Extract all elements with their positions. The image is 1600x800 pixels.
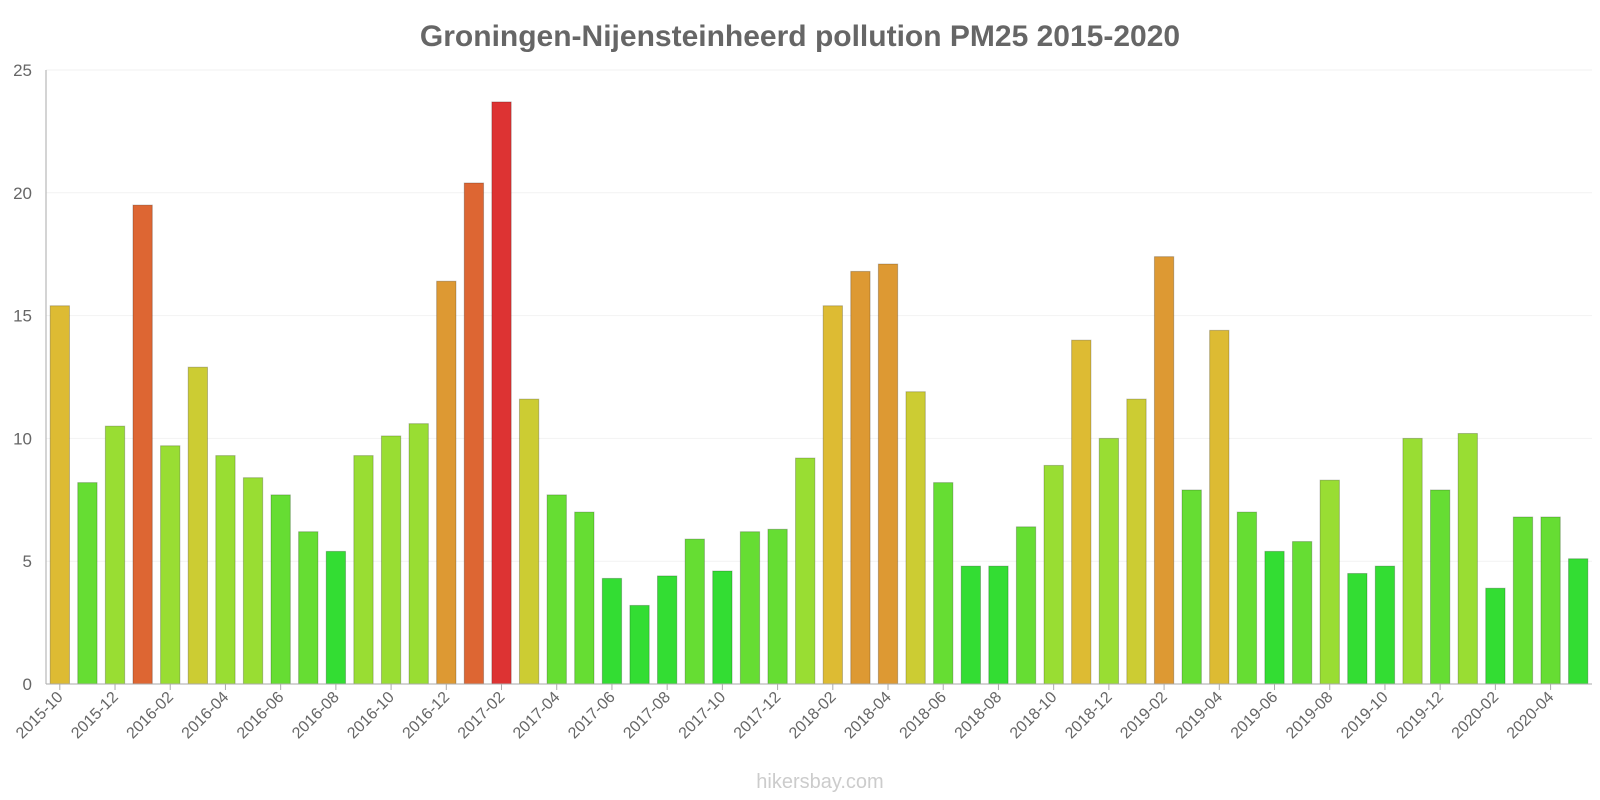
bar-2016-07 (298, 531, 319, 685)
bar-2015-12 (104, 425, 126, 685)
x-tick-label-2019-04: 2019-04 (1173, 689, 1227, 743)
bar-2015-11 (77, 482, 98, 685)
x-tick-labels: 2015-10 2015-12 2016-02 2016-04 2016-06 2016-… (13, 689, 1557, 743)
x-tick-label-2019-06: 2019-06 (1228, 689, 1282, 743)
bar-2018-03 (850, 270, 871, 685)
x-tick-label-2018-02: 2018-02 (786, 689, 840, 743)
x-tick-label-2018-12: 2018-12 (1062, 689, 1116, 743)
bar-2016-11 (408, 423, 429, 685)
bar-2017-09 (684, 538, 705, 685)
x-tick-label-2019-08: 2019-08 (1283, 689, 1337, 743)
x-tick-label-2018-06: 2018-06 (897, 689, 951, 743)
x-tick-label-2017-06: 2017-06 (565, 689, 619, 743)
bar-2020-01 (1457, 432, 1478, 685)
x-tick-label-2015-10: 2015-10 (13, 689, 67, 743)
bar-2017-03 (518, 398, 540, 685)
bar-2019-03 (1181, 489, 1202, 685)
x-tick-label-2017-02: 2017-02 (455, 689, 509, 743)
bar-2017-06 (601, 577, 623, 685)
source-credit: hikersbay.com (756, 771, 883, 793)
bar-2017-02 (491, 101, 512, 685)
x-tick-label-2016-12: 2016-12 (400, 689, 454, 743)
bar-2019-05 (1236, 511, 1258, 685)
bar-2020-05 (1568, 558, 1589, 685)
bar-2020-04 (1540, 516, 1561, 685)
bar-2019-07 (1291, 541, 1313, 685)
bar-2019-02 (1153, 256, 1175, 685)
bar-2016-04 (215, 455, 236, 685)
x-tick-label-2020-02: 2020-02 (1449, 689, 1503, 743)
bar-2017-05 (574, 511, 595, 685)
y-tick-label-20: 20 (13, 184, 32, 203)
x-tick-label-2017-12: 2017-12 (731, 689, 785, 743)
bar-2018-12 (1098, 437, 1120, 685)
bar-2019-04 (1209, 329, 1230, 685)
bar-2017-08 (656, 575, 678, 685)
x-tick-label-2017-10: 2017-10 (676, 689, 730, 743)
chart-title: Groningen-Nijensteinheerd pollution PM25… (420, 20, 1180, 53)
bar-2019-12 (1429, 489, 1451, 685)
y-tick-label-0: 0 (23, 675, 32, 694)
bar-2019-08 (1319, 479, 1340, 685)
bar-2019-01 (1126, 398, 1147, 685)
x-tick-label-2020-04: 2020-04 (1504, 689, 1558, 743)
bar-2018-08 (988, 565, 1009, 685)
bar-2019-10 (1374, 565, 1396, 685)
bar-2016-05 (242, 477, 264, 685)
bar-2016-01 (132, 204, 153, 685)
bar-2019-06 (1264, 550, 1285, 685)
x-tick-label-2016-04: 2016-04 (179, 689, 233, 743)
x-tick-label-2017-04: 2017-04 (510, 689, 564, 743)
bar-2019-11 (1402, 437, 1423, 685)
x-tick-label-2016-08: 2016-08 (289, 689, 343, 743)
bar-2018-10 (1043, 464, 1064, 685)
bar-2018-07 (960, 565, 982, 685)
bar-2020-02 (1485, 587, 1506, 685)
x-tick-label-2016-02: 2016-02 (124, 689, 178, 743)
bar-2017-01 (463, 182, 485, 685)
bar-2019-09 (1347, 572, 1368, 685)
bar-2018-02 (822, 305, 843, 685)
bar-2017-04 (546, 494, 567, 685)
y-tick-labels: 0 5 10 15 20 25 (13, 61, 32, 694)
x-tick-label-2017-08: 2017-08 (620, 689, 674, 743)
bar-2018-05 (905, 391, 926, 685)
x-tick-label-2016-06: 2016-06 (234, 689, 288, 743)
x-tick-label-2019-10: 2019-10 (1338, 689, 1392, 743)
bars-group (49, 101, 1589, 685)
bar-2018-04 (877, 263, 899, 685)
x-tick-label-2018-10: 2018-10 (1007, 689, 1061, 743)
bar-2016-10 (380, 435, 402, 685)
x-tick-label-2019-12: 2019-12 (1393, 689, 1447, 743)
bar-2016-03 (187, 366, 209, 685)
bar-2018-11 (1071, 339, 1092, 685)
x-tick-label-2019-02: 2019-02 (1117, 689, 1171, 743)
bar-2016-08 (325, 550, 347, 685)
y-tick-label-25: 25 (13, 61, 32, 80)
y-tick-label-5: 5 (23, 552, 32, 571)
bar-2017-10 (712, 570, 733, 685)
y-tick-label-10: 10 (13, 429, 32, 448)
bar-2018-01 (795, 457, 816, 685)
bar-2018-09 (1015, 526, 1037, 685)
axes (45, 70, 1592, 690)
y-tick-label-15: 15 (13, 307, 32, 326)
bar-2017-12 (767, 528, 788, 685)
bar-2016-02 (160, 445, 181, 685)
bar-2017-11 (739, 531, 761, 685)
bar-2016-12 (436, 280, 457, 685)
x-tick-label-2018-08: 2018-08 (952, 689, 1006, 743)
bar-2018-06 (933, 482, 954, 685)
bar-2020-03 (1512, 516, 1534, 685)
bar-2016-09 (353, 455, 374, 685)
x-tick-label-2015-12: 2015-12 (68, 689, 122, 743)
x-tick-label-2016-10: 2016-10 (344, 689, 398, 743)
x-tick-label-2018-04: 2018-04 (841, 689, 895, 743)
bar-2016-06 (270, 494, 291, 685)
bar-2017-07 (629, 604, 650, 685)
bar-2015-10 (49, 305, 70, 685)
